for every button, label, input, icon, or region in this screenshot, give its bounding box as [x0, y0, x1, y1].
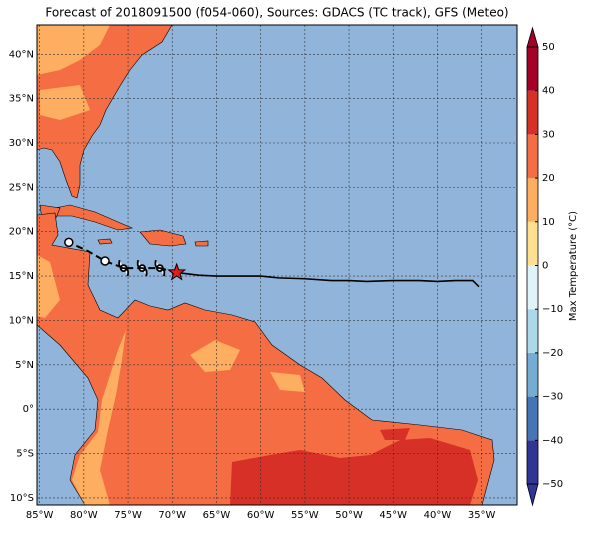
y-tick-label: 30°N — [9, 138, 34, 149]
title: Forecast of 2018091500 (f054-060), Sourc… — [45, 6, 508, 20]
colorbar-bin — [527, 221, 538, 266]
x-tick-label: 40°W — [424, 510, 452, 521]
land — [37, 25, 495, 505]
x-tick-label: 55°W — [291, 510, 319, 521]
colorbar-bin — [527, 265, 538, 310]
y-tick-label: 5°N — [15, 360, 34, 371]
colorbar-bin — [527, 352, 538, 397]
x-tick-label: 75°W — [114, 510, 142, 521]
forecast-point — [100, 256, 110, 266]
colorbar-tick-label: 50 — [542, 42, 555, 53]
y-tick-label: 35°N — [9, 94, 34, 105]
x-tick-label: 35°W — [468, 510, 496, 521]
forecast-point — [64, 237, 74, 248]
colorbar-bin — [527, 440, 538, 484]
colorbar-tick-label: −50 — [542, 479, 563, 490]
colorbar-tick-label: 30 — [542, 129, 555, 140]
colorbar-bin — [527, 396, 538, 441]
colorbar-bin — [527, 178, 538, 222]
colorbar-extend — [526, 483, 539, 507]
y-tick-label: 0° — [23, 404, 34, 415]
colorbar-tick-label: 20 — [542, 173, 555, 184]
colorbar-tick-label: 10 — [542, 217, 555, 228]
x-tick-label: 50°W — [335, 510, 363, 521]
y-tick-label: 15°N — [9, 271, 34, 282]
current-position — [167, 262, 187, 281]
colorbar-bin — [527, 309, 538, 353]
colorbar-tick-label: −30 — [542, 392, 563, 403]
observed-track — [176, 271, 480, 288]
storm-symbol — [118, 259, 130, 277]
x-tick-label: 65°W — [203, 510, 231, 521]
track-layer — [64, 237, 480, 288]
storm-symbol — [154, 259, 166, 277]
x-tick-label: 85°W — [26, 510, 54, 521]
x-tick-label: 60°W — [247, 510, 275, 521]
colorbar-bin — [527, 47, 538, 91]
colorbar-bin — [527, 134, 538, 179]
colorbar-tick-label: −40 — [542, 435, 563, 446]
colorbar-tick-label: 40 — [542, 86, 555, 97]
y-tick-label: 10°S — [10, 493, 34, 504]
colorbar-label: Max Temperature (°C) — [568, 211, 579, 321]
x-tick-label: 80°W — [70, 510, 98, 521]
y-tick-label: 20°N — [9, 227, 34, 238]
map-frame — [36, 24, 518, 506]
x-tick-label: 70°W — [158, 510, 186, 521]
storm-symbol — [136, 259, 148, 277]
y-tick-label: 25°N — [9, 182, 34, 193]
y-tick-label: 40°N — [9, 49, 34, 60]
colorbar-extend — [526, 26, 539, 48]
y-tick-label: 5°S — [16, 449, 34, 460]
x-tick-label: 45°W — [379, 510, 407, 521]
y-tick-label: 10°N — [9, 315, 34, 326]
colorbar-bin — [527, 90, 538, 135]
colorbar-tick-label: −20 — [542, 348, 563, 359]
colorbar-tick-label: 0 — [542, 261, 548, 272]
colorbar-tick-label: −10 — [542, 304, 563, 315]
